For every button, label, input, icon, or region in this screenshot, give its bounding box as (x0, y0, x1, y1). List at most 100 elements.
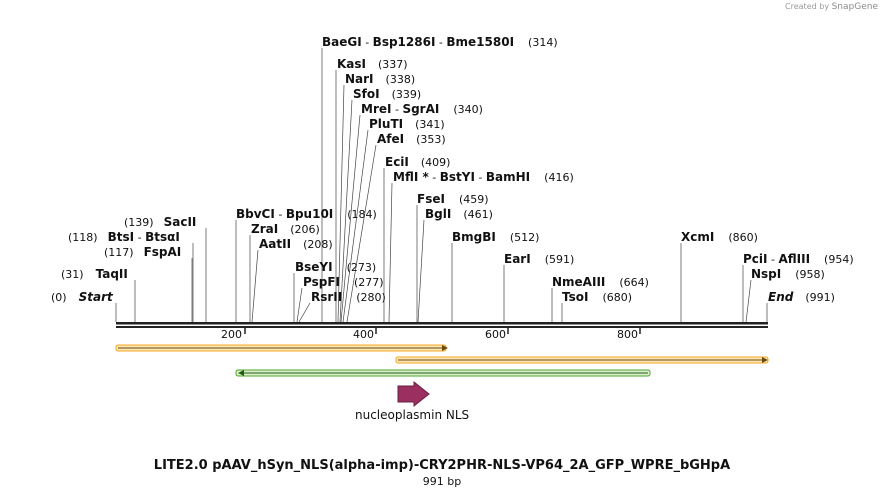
ruler-tick-label: 200 (221, 328, 242, 341)
ruler-tick-label: 800 (617, 328, 638, 341)
enzyme-position: (208) (303, 238, 333, 251)
enzyme-name: MreI (361, 102, 391, 116)
enzyme-label[interactable]: PluTI (341) (369, 117, 445, 131)
enzyme-position: (954) (824, 253, 854, 266)
enzyme-label[interactable]: BbvCI - Bpu10I (184) (236, 207, 377, 221)
separator: - (391, 103, 402, 116)
enzyme-label[interactable]: (118) BtsI - BtsαI (68, 230, 180, 244)
enzyme-name: SgrAI (402, 102, 439, 116)
enzyme-name: MflI (393, 170, 418, 184)
enzyme-label[interactable]: PciI - AflIII (954) (743, 252, 854, 266)
enzyme-label[interactable]: FseI (459) (417, 192, 489, 206)
enzyme-name: AatII (259, 237, 291, 251)
enzyme-name: Bpu10I (286, 207, 333, 221)
ruler: 200 400 600 800 (221, 328, 641, 341)
enzyme-label[interactable]: MflI * - BstYI - BamHI (416) (393, 170, 574, 184)
enzyme-name: SfoI (353, 87, 380, 101)
enzyme-name: AflIII (778, 252, 810, 266)
enzyme-position: (339) (392, 88, 422, 101)
enzyme-label[interactable]: PspFI (277) (303, 275, 384, 289)
enzyme-label[interactable]: (31) TaqII (61, 267, 128, 281)
enzyme-label[interactable]: BaeGI - Bsp1286I - Bme1580I (314) (322, 35, 558, 49)
enzyme-label[interactable]: EarI (591) (504, 252, 574, 266)
enzyme-label[interactable]: NspI (958) (751, 267, 825, 281)
enzyme-label[interactable]: KasI (337) (337, 57, 408, 71)
enzyme-name: PluTI (369, 117, 403, 131)
enzyme-position: (273) (347, 261, 377, 274)
separator: - (768, 253, 779, 266)
enzyme-position: (314) (528, 36, 558, 49)
enzyme-position: (353) (416, 133, 446, 146)
feature-label-nucleoplasmin-nls: nucleoplasmin NLS (355, 408, 469, 422)
enzyme-name: XcmI (681, 230, 714, 244)
separator: - (475, 171, 486, 184)
enzyme-position: (280) (356, 291, 386, 304)
start-text: Start (79, 290, 114, 304)
enzyme-position: (512) (510, 231, 540, 244)
methylation-star: * (418, 170, 429, 184)
enzyme-label[interactable]: (117) FspAI (104, 245, 181, 259)
enzyme-label[interactable]: MreI - SgrAI (340) (361, 102, 483, 116)
enzyme-label[interactable]: (139) SacII (124, 215, 196, 229)
feature-2[interactable] (395, 356, 769, 364)
separator: - (134, 231, 145, 244)
enzyme-name: BseYI (295, 260, 333, 274)
enzyme-label[interactable]: TsoI (680) (562, 290, 632, 304)
enzyme-name: AfeI (377, 132, 404, 146)
enzyme-name: Bsp1286I (373, 35, 436, 49)
enzyme-label[interactable]: BglI (461) (425, 207, 493, 221)
enzyme-label[interactable]: NmeAIII (664) (552, 275, 649, 289)
feature-1[interactable] (115, 344, 448, 352)
enzyme-name: BamHI (486, 170, 530, 184)
snapgene-logo: SnapGene (831, 2, 878, 12)
separator: - (429, 171, 440, 184)
backbone-top-strand (116, 322, 768, 325)
enzyme-name: PciI (743, 252, 768, 266)
enzyme-position: (139) (124, 216, 154, 229)
enzyme-name: TsoI (562, 290, 588, 304)
feature-arrow-right-icon (397, 380, 430, 408)
backbone-bottom-strand (116, 326, 768, 328)
enzyme-label[interactable]: BseYI (273) (295, 260, 376, 274)
enzyme-name: NmeAIII (552, 275, 605, 289)
enzyme-name: BbvCI (236, 207, 275, 221)
enzyme-name: KasI (337, 57, 366, 71)
feature-arrow-right-icon (442, 345, 448, 351)
feature-nucleoplasmin-nls[interactable] (397, 380, 430, 408)
enzyme-position: (958) (795, 268, 825, 281)
enzyme-name: Bme1580I (446, 35, 514, 49)
enzyme-label[interactable]: AatII (208) (259, 237, 333, 251)
enzyme-label[interactable]: RsrII (280) (311, 290, 386, 304)
feature-arrow-right-icon (762, 357, 768, 363)
created-by-text: Created by (785, 2, 830, 11)
enzyme-position: (416) (544, 171, 574, 184)
enzyme-label[interactable]: NarI (338) (345, 72, 415, 86)
enzyme-position: (31) (61, 268, 84, 281)
enzyme-name: BtsI (108, 230, 135, 244)
enzyme-label[interactable]: SfoI (339) (353, 87, 421, 101)
enzyme-position: (459) (459, 193, 489, 206)
enzyme-name: EarI (504, 252, 531, 266)
enzyme-label[interactable]: EciI (409) (385, 155, 450, 169)
sequence-end-label: End (991) (768, 290, 835, 304)
enzyme-name: BaeGI (322, 35, 362, 49)
map-title: LITE2.0 pAAV_hSyn_NLS(alpha-imp)-CRY2PHR… (153, 458, 731, 473)
sequence-length: 991 bp (422, 475, 462, 488)
backbone (116, 322, 768, 328)
feature-3[interactable] (235, 369, 651, 377)
enzyme-position: (337) (378, 58, 408, 71)
end-text: End (768, 290, 794, 304)
enzyme-label[interactable]: ZraI (206) (251, 222, 320, 236)
enzyme-name: FspAI (144, 245, 182, 259)
site-lines (115, 48, 768, 323)
enzyme-position: (341) (415, 118, 445, 131)
enzyme-position: (118) (68, 231, 98, 244)
sequence-start-label: (0) Start (51, 290, 114, 304)
enzyme-name: SacII (164, 215, 197, 229)
enzyme-position: (860) (728, 231, 758, 244)
snapgene-branding: Created by SnapGene (785, 2, 878, 12)
enzyme-label[interactable]: BmgBI (512) (452, 230, 539, 244)
enzyme-label[interactable]: XcmI (860) (681, 230, 758, 244)
enzyme-label[interactable]: AfeI (353) (377, 132, 446, 146)
